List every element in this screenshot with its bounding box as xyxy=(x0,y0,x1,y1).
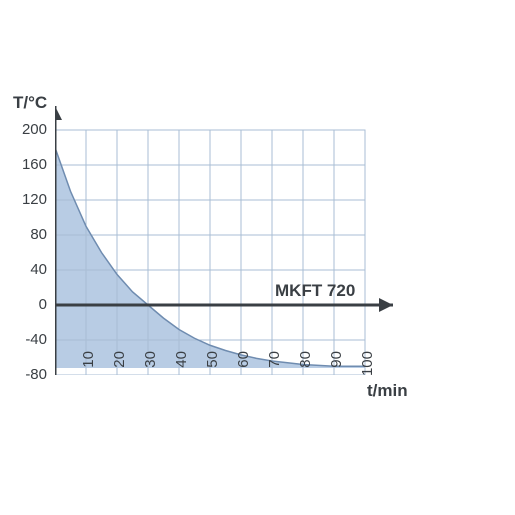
y-axis-label: T/°C xyxy=(13,93,47,113)
y-tick-label: 40 xyxy=(30,261,47,278)
x-tick-label: 100 xyxy=(359,351,376,381)
x-tick-label: 50 xyxy=(204,351,221,381)
x-tick-label: 60 xyxy=(235,351,252,381)
x-tick-label: 40 xyxy=(173,351,190,381)
x-tick-label: 90 xyxy=(328,351,345,381)
y-tick-label: -40 xyxy=(25,331,47,348)
x-tick-label: 30 xyxy=(142,351,159,381)
y-tick-label: 80 xyxy=(30,226,47,243)
chart-svg xyxy=(55,100,405,375)
y-tick-label: 200 xyxy=(22,121,47,138)
y-tick-label: -80 xyxy=(25,366,47,383)
x-tick-label: 70 xyxy=(266,351,283,381)
series-label: MKFT 720 xyxy=(275,281,355,301)
x-tick-label: 80 xyxy=(297,351,314,381)
x-axis-label: t/min xyxy=(367,381,408,401)
x-tick-label: 20 xyxy=(111,351,128,381)
y-tick-label: 160 xyxy=(22,156,47,173)
y-tick-label: 120 xyxy=(22,191,47,208)
y-tick-label: 0 xyxy=(39,296,47,313)
x-tick-label: 10 xyxy=(80,351,97,381)
